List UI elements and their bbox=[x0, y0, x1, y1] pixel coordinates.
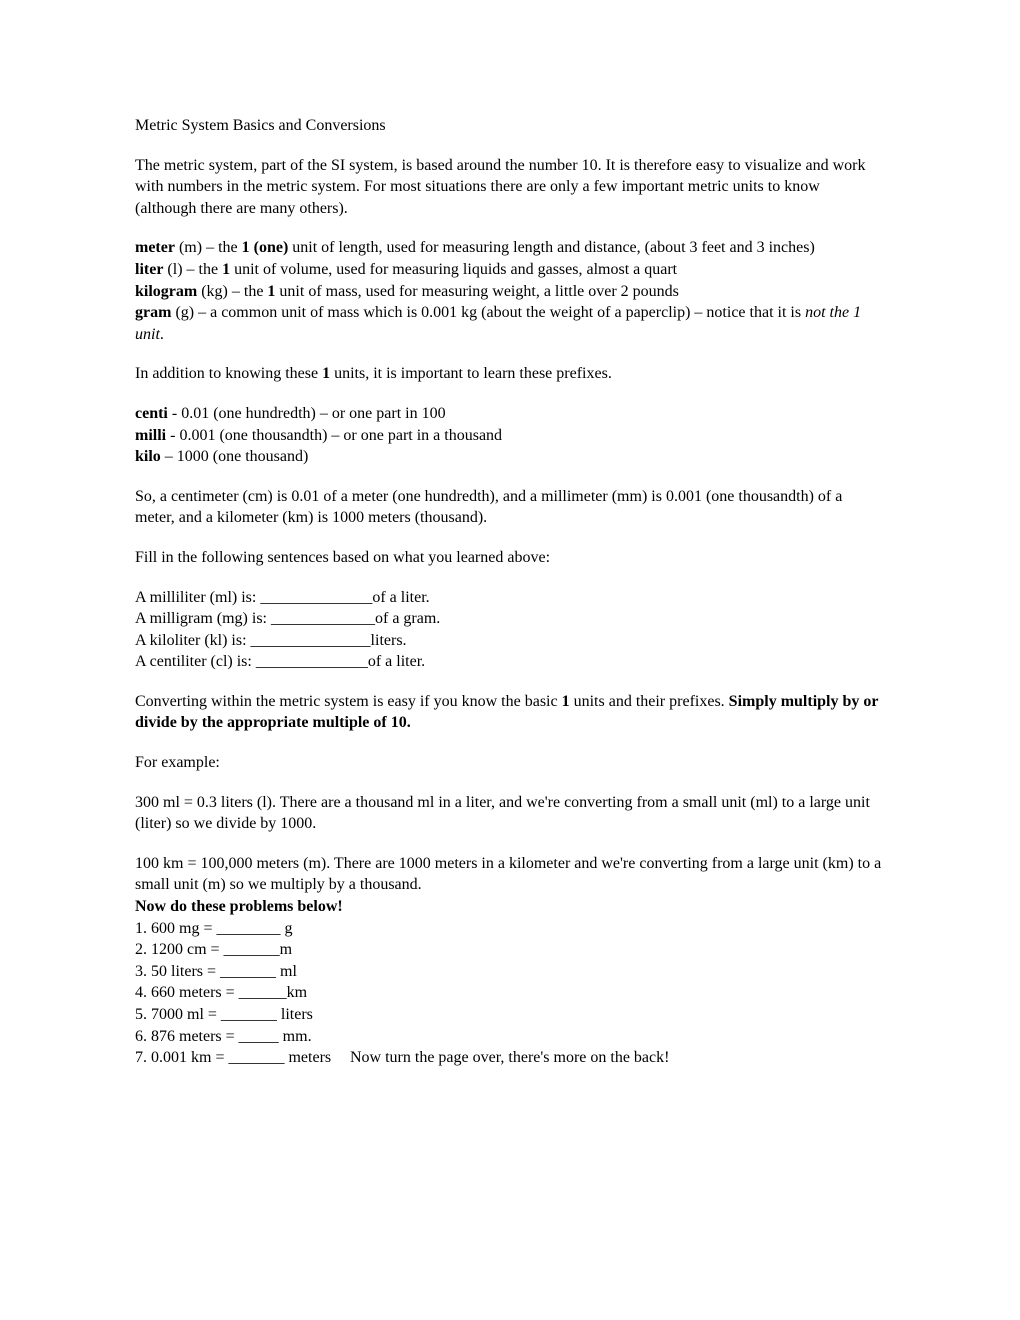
text: unit of length, used for measuring lengt… bbox=[288, 239, 815, 256]
for-example-label: For example: bbox=[135, 752, 885, 774]
prefix-intro: In addition to knowing these 1 units, it… bbox=[135, 363, 885, 385]
problem-text: 7. 0.001 km = _______ meters bbox=[135, 1047, 350, 1069]
text: unit of volume, used for measuring liqui… bbox=[230, 261, 677, 278]
gram-label: gram bbox=[135, 304, 171, 321]
example-1: 300 ml = 0.3 liters (l). There are a tho… bbox=[135, 792, 885, 835]
fill-in-line: A milligram (mg) is: _____________of a g… bbox=[135, 610, 440, 627]
example-2: 100 km = 100,000 meters (m). There are 1… bbox=[135, 853, 885, 896]
text: units, it is important to learn these pr… bbox=[330, 365, 612, 382]
fill-in-line: A milliliter (ml) is: ______________of a… bbox=[135, 589, 430, 606]
problem-item: 5. 7000 ml = _______ liters bbox=[135, 1004, 885, 1026]
convert-paragraph: Converting within the metric system is e… bbox=[135, 691, 885, 734]
text: - 0.01 (one hundredth) – or one part in … bbox=[168, 405, 446, 422]
fill-in-block: A milliliter (ml) is: ______________of a… bbox=[135, 587, 885, 673]
text: . bbox=[160, 326, 164, 343]
problem-item: 1. 600 mg = ________ g bbox=[135, 918, 885, 940]
now-do-heading: Now do these problems below! bbox=[135, 896, 885, 918]
problem-item: 2. 1200 cm = _______m bbox=[135, 939, 885, 961]
problem-item: 3. 50 liters = _______ ml bbox=[135, 961, 885, 983]
meter-label: meter bbox=[135, 239, 175, 256]
text: 1 bbox=[222, 261, 230, 278]
fill-in-line: A kiloliter (kl) is: _______________lite… bbox=[135, 632, 407, 649]
prefixes-block: centi - 0.01 (one hundredth) – or one pa… bbox=[135, 403, 885, 468]
text: 1 (one) bbox=[242, 239, 289, 256]
document-page: Metric System Basics and Conversions The… bbox=[0, 0, 1020, 1320]
page-title: Metric System Basics and Conversions bbox=[135, 115, 885, 137]
liter-label: liter bbox=[135, 261, 163, 278]
problems-list: 1. 600 mg = ________ g 2. 1200 cm = ____… bbox=[135, 918, 885, 1069]
text: 1 bbox=[562, 693, 570, 710]
fill-in-line: A centiliter (cl) is: ______________of a… bbox=[135, 653, 425, 670]
kilogram-label: kilogram bbox=[135, 283, 197, 300]
problem-item: 4. 660 meters = ______km bbox=[135, 982, 885, 1004]
turn-over-note: Now turn the page over, there's more on … bbox=[350, 1047, 669, 1069]
text: (l) – the bbox=[163, 261, 222, 278]
text: unit of mass, used for measuring weight,… bbox=[275, 283, 678, 300]
text: (g) – a common unit of mass which is 0.0… bbox=[171, 304, 805, 321]
example-paragraph: So, a centimeter (cm) is 0.01 of a meter… bbox=[135, 486, 885, 529]
text: (m) – the bbox=[175, 239, 242, 256]
text: – 1000 (one thousand) bbox=[161, 448, 309, 465]
text: 1 bbox=[322, 365, 330, 382]
kilo-label: kilo bbox=[135, 448, 161, 465]
units-block: meter (m) – the 1 (one) unit of length, … bbox=[135, 237, 885, 345]
problem-item: 6. 876 meters = _____ mm. bbox=[135, 1026, 885, 1048]
milli-label: milli bbox=[135, 427, 166, 444]
text: In addition to knowing these bbox=[135, 365, 322, 382]
text: - 0.001 (one thousandth) – or one part i… bbox=[166, 427, 502, 444]
text: (kg) – the bbox=[197, 283, 267, 300]
intro-paragraph: The metric system, part of the SI system… bbox=[135, 155, 885, 220]
centi-label: centi bbox=[135, 405, 168, 422]
problem-item: 7. 0.001 km = _______ meters Now turn th… bbox=[135, 1047, 885, 1069]
text: Converting within the metric system is e… bbox=[135, 693, 562, 710]
text: units and their prefixes. bbox=[570, 693, 729, 710]
fill-in-heading: Fill in the following sentences based on… bbox=[135, 547, 885, 569]
